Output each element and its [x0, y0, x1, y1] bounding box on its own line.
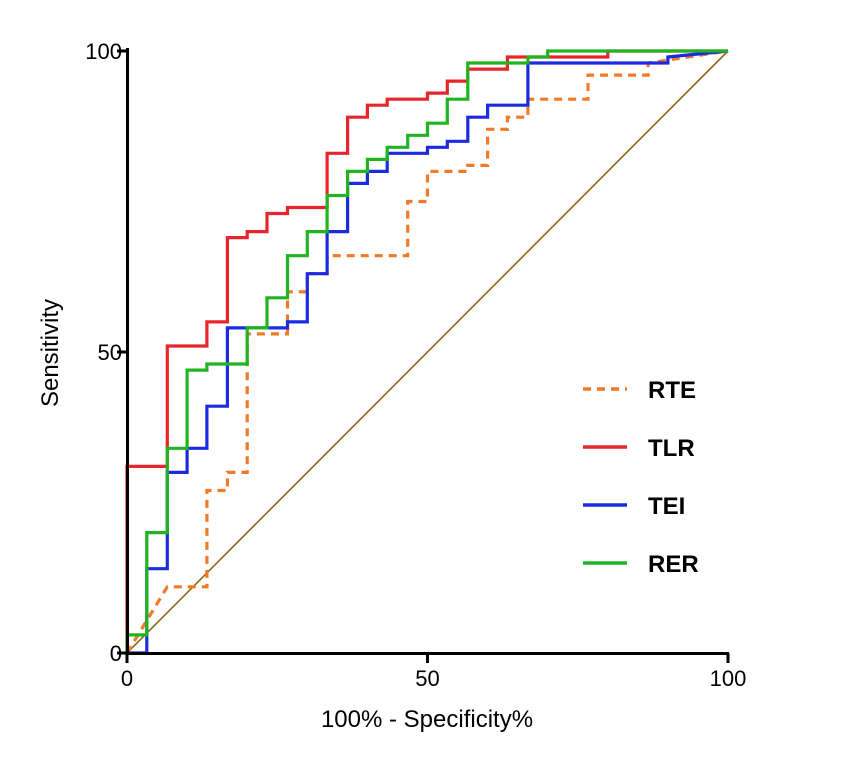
y-tick-label: 100 [85, 39, 122, 64]
y-axis-title: Sensitivity [37, 299, 64, 407]
axis-ticks: 0 50 100 0 50 100 [85, 39, 746, 691]
series-line-rte [125, 49, 729, 654]
legend-label-tei: TEI [648, 493, 685, 520]
legend-label-tlr: TLR [648, 435, 695, 462]
series-line-rer [125, 49, 728, 653]
plot-area [125, 49, 729, 655]
series-line-tei [127, 49, 729, 655]
y-tick-label: 0 [110, 641, 122, 666]
legend: RTE TLR TEI RER [583, 377, 699, 578]
legend-label-rte: RTE [648, 377, 696, 404]
x-tick-label: 100 [710, 666, 747, 691]
reference-diagonal-line [126, 50, 729, 654]
x-tick-label: 0 [121, 666, 133, 691]
y-tick-label: 50 [98, 340, 122, 365]
x-axis-title: 100% - Specificity% [321, 706, 533, 733]
x-tick-label: 50 [415, 666, 439, 691]
series-line-tlr [125, 49, 728, 653]
legend-label-rer: RER [648, 551, 699, 578]
